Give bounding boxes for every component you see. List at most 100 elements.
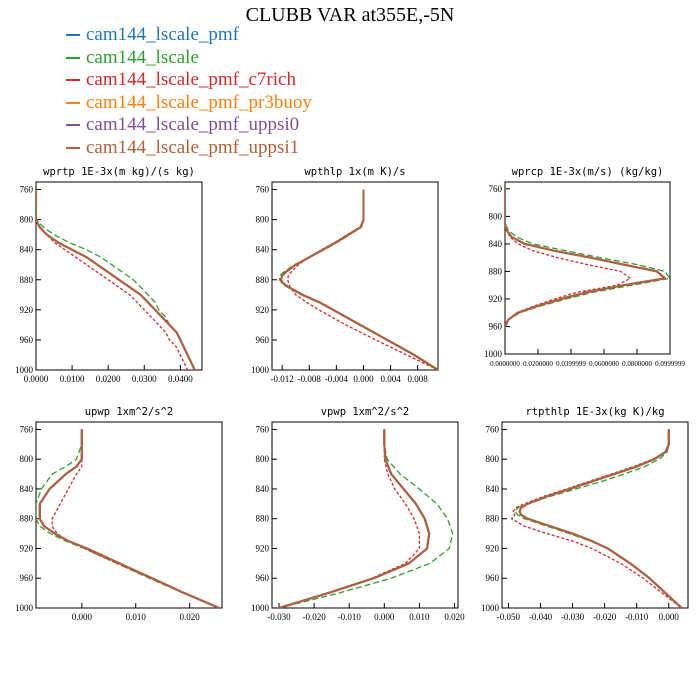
chart-panel: wprtp 1E-3x(m kg)/(s kg) 760 800 840 880 920 9…	[15, 166, 203, 384]
x-tick-label: 0.010	[126, 612, 147, 622]
legend-swatch	[66, 56, 80, 59]
y-tick-label: 1000	[15, 603, 34, 613]
series-line	[36, 189, 196, 370]
y-tick-label: 1000	[251, 365, 270, 375]
y-tick-label: 800	[256, 215, 270, 225]
legend-label: cam144_lscale_pmf_uppsi1	[86, 136, 300, 158]
chart-panel: upwp 1xm^2/s^2 760 800 840 880 920 960 1000 0.00…	[15, 406, 223, 622]
y-tick-label: 760	[256, 185, 270, 195]
x-tick-label: 0.0600000	[589, 360, 619, 368]
x-tick-label: 0.0000000	[490, 360, 520, 368]
legend-label: cam144_lscale	[86, 46, 199, 68]
x-tick-label: 0.020	[444, 612, 465, 622]
y-tick-label: 880	[489, 266, 503, 276]
y-tick-label: 760	[486, 424, 500, 434]
y-tick-label: 920	[20, 305, 34, 315]
series-line	[36, 189, 196, 370]
x-tick-label: 0.000	[374, 612, 395, 622]
y-tick-label: 800	[486, 454, 500, 464]
legend-swatch	[66, 34, 80, 37]
x-tick-label: 0.000	[72, 612, 93, 622]
y-tick-label: 760	[256, 424, 270, 434]
series-line	[505, 188, 666, 327]
y-tick-label: 880	[256, 514, 270, 524]
y-tick-label: 1000	[481, 603, 500, 613]
series-line	[36, 429, 220, 608]
y-tick-label: 840	[489, 239, 503, 249]
series-line	[51, 429, 220, 608]
legend-entry: cam144_lscale_pmf_uppsi1	[66, 137, 312, 160]
series-line	[278, 429, 454, 608]
legend-swatch	[66, 101, 80, 104]
series-line	[514, 429, 683, 608]
chart-panel: wprcp 1E-3x(m/s) (kg/kg) 760 800 840 880 920 9…	[484, 166, 685, 368]
series-group	[505, 188, 670, 327]
series-group	[278, 189, 438, 370]
chart-title: vpwp 1xm^2/s^2	[321, 406, 410, 418]
series-line	[38, 429, 220, 608]
y-tick-label: 880	[20, 514, 34, 524]
x-tick-label: -0.020	[593, 612, 617, 622]
chart-title: wprcp 1E-3x(m/s) (kg/kg)	[512, 166, 664, 178]
legend-entry: cam144_lscale	[66, 47, 312, 70]
y-tick-label: 960	[20, 335, 34, 345]
chart-panel: wpthlp 1x(m K)/s7608008408809209601000-0…	[251, 166, 439, 384]
y-tick-label: 760	[20, 424, 34, 434]
legend-entry: cam144_lscale_pmf_pr3buoy	[66, 92, 312, 115]
legend-swatch	[66, 79, 80, 82]
x-tick-label: -0.010	[625, 612, 649, 622]
y-tick-label: 800	[256, 454, 270, 464]
x-tick-label: -0.020	[302, 612, 326, 622]
x-tick-label: -0.004	[325, 374, 349, 384]
y-tick-label: 960	[256, 573, 270, 583]
series-group	[278, 429, 454, 608]
x-tick-label: 0.000	[353, 374, 374, 384]
chart-panel: rtpthlp 1E-3x(kg K)/kg 760 800 840 880 920 960…	[481, 406, 689, 622]
plot-frame	[501, 421, 689, 609]
plot-frame	[35, 421, 223, 609]
legend-swatch	[66, 146, 80, 149]
legend-label: cam144_lscale_pmf_pr3buoy	[86, 91, 312, 113]
chart-panel: vpwp 1xm^2/s^27608008408809209601000-0.0…	[251, 406, 465, 622]
series-line	[38, 429, 220, 608]
y-tick-label: 840	[486, 484, 500, 494]
y-tick-label: 800	[489, 211, 503, 221]
x-tick-label: 0.0400	[168, 374, 193, 384]
y-tick-label: 840	[20, 245, 34, 255]
y-tick-label: 800	[20, 454, 34, 464]
y-tick-label: 920	[20, 543, 34, 553]
x-tick-label: 0.010	[409, 612, 430, 622]
x-tick-label: -0.008	[298, 374, 322, 384]
y-tick-label: 960	[486, 573, 500, 583]
y-tick-label: 880	[20, 275, 34, 285]
y-tick-label: 920	[256, 305, 270, 315]
series-group	[510, 429, 683, 608]
y-tick-label: 880	[486, 514, 500, 524]
x-tick-label: -0.030	[561, 612, 585, 622]
series-line	[286, 189, 438, 370]
series-line	[36, 189, 189, 370]
x-tick-label: -0.040	[529, 612, 553, 622]
legend-entry: cam144_lscale_pmf_uppsi0	[66, 114, 312, 137]
x-tick-label: -0.030	[267, 612, 291, 622]
y-tick-label: 800	[20, 215, 34, 225]
series-line	[278, 429, 431, 608]
y-tick-label: 920	[256, 543, 270, 553]
y-tick-label: 960	[489, 321, 503, 331]
x-tick-label: 0.020	[180, 612, 201, 622]
x-tick-label: 0.004	[380, 374, 401, 384]
legend-label: cam144_lscale_pmf_c7rich	[86, 69, 296, 91]
y-tick-label: 880	[256, 275, 270, 285]
x-tick-label: -0.010	[338, 612, 362, 622]
x-tick-label: 0.0800000	[622, 360, 652, 368]
chart-title: wprtp 1E-3x(m kg)/(s kg)	[43, 166, 195, 178]
x-tick-label: 0.0000	[24, 374, 49, 384]
y-tick-label: 960	[256, 335, 270, 345]
y-tick-label: 920	[489, 294, 503, 304]
series-line	[278, 429, 431, 608]
legend-entry: cam144_lscale_pmf_c7rich	[66, 69, 312, 92]
series-line	[36, 189, 196, 370]
series-line	[38, 429, 220, 608]
series-line	[279, 189, 438, 370]
plot-frame	[504, 181, 671, 355]
